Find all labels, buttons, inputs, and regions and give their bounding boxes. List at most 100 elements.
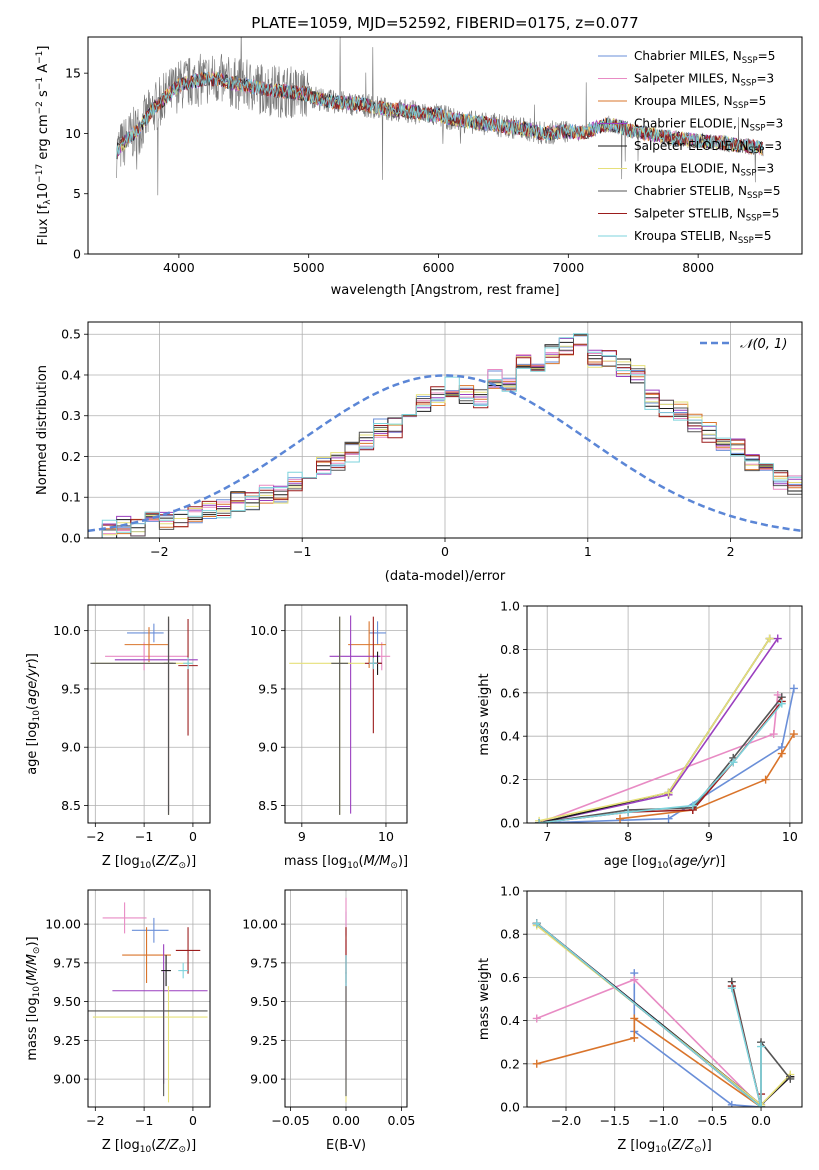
weight-vs-age-xtick-label: 9 [705,829,713,844]
age-vs-Z-xtick-label: 0 [189,829,197,844]
weight-vs-Z-ytick-label: 0.2 [500,1056,520,1071]
age-vs-Z-ytick-label: 10.0 [53,623,81,638]
legend-entry: Salpeter STELIB, NSSP=5 [634,207,779,224]
mass-vs-Z-ytick-label: 9.50 [53,994,81,1009]
mass-vs-EBV-ytick-label: 9.75 [250,955,278,970]
weight-marker [532,919,541,928]
weight-vs-Z-xtick-label: 0.0 [751,1113,771,1128]
weight-marker [688,801,697,810]
weight-marker [757,1042,766,1051]
weight-vs-age-frame [526,605,803,824]
weight-marker [630,1033,639,1042]
weight-vs-age-xtick-label: 7 [543,829,551,844]
spectrum-xtick-label: 4000 [163,260,195,275]
age-vs-Z-errorbars [90,616,198,815]
weight-marker [765,634,774,643]
spectrum-ytick-label: 15 [65,66,81,81]
weight-vs-Z-ytick-label: 0.8 [500,927,520,942]
weight-marker [727,1100,736,1107]
age-vs-Z-ytick-label: 8.5 [61,798,81,813]
weight-line [539,688,795,823]
weight-marker [535,819,544,823]
legend-entry: Kroupa STELIB, NSSP=5 [634,229,772,246]
weight-marker [777,699,786,708]
marks-layer [88,37,802,1107]
spectrum-xtick-label: 6000 [423,260,455,275]
weight-marker [624,808,633,817]
legend-entry: Chabrier ELODIE, NSSP=3 [634,117,783,134]
weight-marker [789,684,798,693]
mass-vs-Z-ytick-label: 9.75 [53,955,81,970]
age-vs-mass-ytick-label: 9.0 [258,740,278,755]
weight-marker [630,975,639,984]
age-vs-mass-ytick-label: 8.5 [258,798,278,813]
normal-curve [88,374,802,533]
weight-marker [616,814,625,823]
weight-line [538,638,771,822]
weight-vs-age-ytick-label: 1.0 [500,599,520,614]
weight-vs-age-ytick-label: 0.6 [500,685,520,700]
weight-marker [769,730,778,739]
residuals-xtick-label: 2 [727,544,735,559]
weight-line [538,694,779,823]
weight-marker [773,634,782,643]
weight-vs-age-ytick-label: 0.8 [500,642,520,657]
spectrum-ytick-label: 10 [65,126,81,141]
weight-line [619,733,795,820]
mass-vs-Z-ytick-label: 9.25 [53,1033,81,1048]
residuals-ytick-label: 0.3 [61,408,81,423]
mass-vs-Z-ytick-label: 10.00 [45,917,81,932]
spectrum-ylabel: Flux [fλ10−17 erg cm−2 s−1 A−1] [35,46,53,246]
weight-vs-Z-xtick-label: −2.0 [551,1113,581,1128]
weight-line [538,696,783,823]
weight-vs-age-ytick-label: 0.0 [500,816,520,831]
weight-vs-Z-xtick-label: −1.5 [600,1113,630,1128]
mass-vs-Z-xtick-label: −2 [86,1113,104,1128]
legend-entry: Chabrier STELIB, NSSP=5 [634,184,781,201]
spectrum-xlabel: wavelength [Angstrom, rest frame] [331,283,560,298]
residuals-ytick-label: 0.4 [61,367,81,382]
weight-marker [664,814,673,823]
mass-vs-Z-ytick-label: 9.00 [53,1072,81,1087]
weight-vs-age-xtick-label: 8 [624,829,632,844]
legend-entry: Salpeter ELODIE, NSSP=3 [634,139,782,156]
spectrum-ytick-label: 0 [73,247,81,262]
weight-vs-Z-ytick-label: 1.0 [500,884,520,899]
weight-marker [773,690,782,699]
weight-vs-age-series [535,634,798,823]
legend-entry: Kroupa ELODIE, NSSP=3 [634,162,774,179]
residuals-xtick-label: −2 [150,544,168,559]
mass-vs-EBV-xlabel: E(B-V) [326,1138,366,1153]
age-vs-Z-xtick-label: −1 [135,829,153,844]
weight-line [539,701,783,823]
weight-vs-age-ytick-label: 0.2 [500,772,520,787]
age-vs-mass-xlabel: mass [log10(M/M⊙)] [284,854,408,871]
age-vs-mass-xtick-label: 9 [298,829,306,844]
grid-layer [88,322,802,1108]
weight-vs-Z-series [532,919,795,1107]
age-vs-Z-xtick-label: −2 [86,829,104,844]
age-vs-mass-ytick-label: 10.0 [250,623,278,638]
weight-marker [789,730,798,739]
weight-vs-Z-xtick-label: −1.0 [648,1113,678,1128]
weight-marker [532,1059,541,1068]
weight-line [539,703,783,823]
age-vs-Z-ytick-label: 9.0 [61,740,81,755]
weight-vs-age-xlabel: age [log10(age/yr)] [604,854,726,871]
spectrum-xtick-label: 8000 [682,260,714,275]
weight-vs-Z-xlabel: Z [log10(Z/Z⊙)] [617,1138,711,1155]
mass-vs-Z-frame [87,889,211,1108]
age-vs-Z-ylabel: age [log10(age/yr)] [25,653,42,775]
weight-marker [757,1103,766,1107]
mass-vs-EBV-ytick-label: 9.50 [250,994,278,1009]
residuals-xlabel: (data-model)/error [385,569,506,584]
mass-vs-EBV-ytick-label: 9.00 [250,1072,278,1087]
weight-vs-Z-ytick-label: 0.6 [500,970,520,985]
residuals-xtick-label: 0 [441,544,449,559]
mass-vs-Z-xtick-label: −1 [135,1113,153,1128]
weight-vs-Z-ytick-label: 0.0 [500,1100,520,1115]
mass-vs-EBV-ytick-label: 9.25 [250,1033,278,1048]
weight-vs-Z-frame [526,890,803,1108]
